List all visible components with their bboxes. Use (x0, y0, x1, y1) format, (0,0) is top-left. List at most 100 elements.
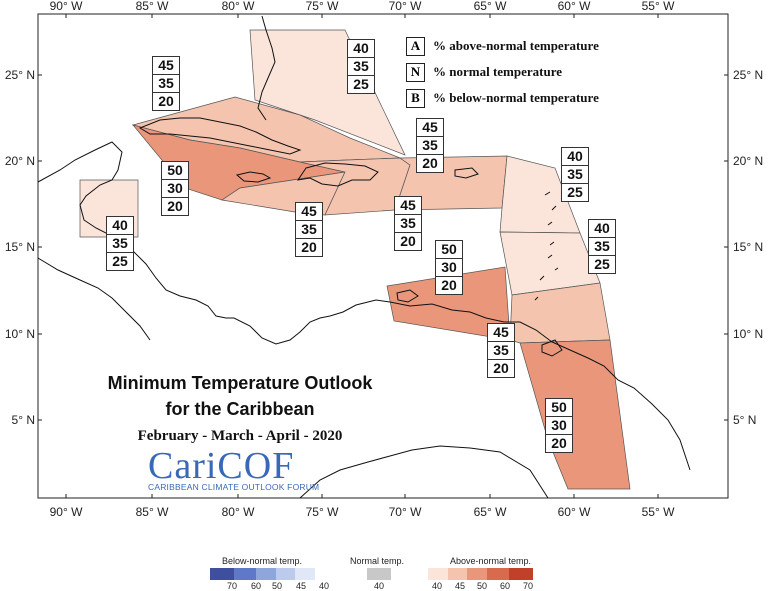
forecast-period: February - March - April - 2020 (137, 428, 343, 444)
prob-below: 25 (112, 253, 128, 269)
prob-above: 50 (162, 162, 188, 180)
lat-label: 20° N (733, 154, 763, 168)
colorbar-below-title: Below-normal temp. (222, 556, 303, 566)
colorbar-above-swatch-3 (467, 568, 487, 580)
prob-box-puerto-rico: 45 35 20 (416, 118, 444, 173)
colorbar-tick: 45 (454, 581, 466, 591)
prob-above: 40 (589, 220, 615, 238)
prob-below: 20 (493, 360, 509, 376)
prob-normal: 35 (296, 221, 322, 239)
map-title-line1: Minimum Temperature Outlook (107, 373, 373, 393)
prob-above: 45 (488, 324, 514, 342)
prob-normal: 35 (589, 238, 615, 256)
lon-label: 80° W (222, 0, 255, 13)
prob-above: 50 (436, 241, 462, 259)
lat-label: 25° N (733, 68, 763, 82)
lon-label: 90° W (50, 0, 83, 13)
prob-below: 20 (441, 277, 457, 293)
lon-label: 60° W (558, 505, 591, 519)
prob-box-bahamas: 40 35 25 (347, 39, 375, 94)
lon-label: 65° W (474, 0, 507, 13)
colorbar-tick: 40 (373, 581, 385, 591)
lon-label: 90° W (50, 505, 83, 519)
colorbar-normal-title: Normal temp. (350, 556, 405, 566)
prob-box-cuba: 45 35 20 (152, 56, 180, 111)
colorbar-above-swatch-5 (509, 568, 533, 580)
colorbar-above-title: Above-normal temp. (450, 556, 532, 566)
prob-below: 20 (301, 239, 317, 255)
lat-label: 10° N (733, 327, 763, 341)
colorbar-normal-swatch (367, 568, 391, 580)
prob-normal: 35 (488, 342, 514, 360)
lon-labels-top: 90° W 85° W 80° W 75° W 70° W 65° W 60° … (50, 0, 675, 13)
legend-text-normal: % normal temperature (433, 64, 563, 79)
prob-below: 20 (400, 233, 416, 249)
prob-box-leeward: 40 35 25 (561, 147, 589, 202)
lon-label: 55° W (642, 505, 675, 519)
lat-label: 20° N (5, 154, 35, 168)
prob-above: 40 (107, 217, 133, 235)
map-frame (37, 13, 729, 499)
prob-normal: 30 (546, 417, 572, 435)
prob-box-trinidad: 45 35 20 (487, 323, 515, 378)
lat-label: 10° N (5, 327, 35, 341)
colorbar-tick: 60 (250, 581, 262, 591)
zone-guianas (519, 339, 631, 490)
colorbar-tick: 45 (295, 581, 307, 591)
prob-normal: 35 (107, 235, 133, 253)
lon-label: 75° W (306, 0, 339, 13)
zone-bahamas (249, 29, 406, 156)
legend-key-above: A (406, 36, 425, 56)
lat-label: 5° N (733, 413, 756, 427)
prob-above: 45 (153, 57, 179, 75)
caricof-subtitle: CARIBBEAN CLIMATE OUTLOOK FORUM (148, 482, 320, 492)
legend-key-normal: N (406, 62, 425, 82)
prob-below: 25 (594, 256, 610, 272)
prob-normal: 30 (436, 259, 462, 277)
lon-label: 80° W (222, 505, 255, 519)
lat-labels-left: 25° N 20° N 15° N 10° N 5° N (5, 68, 35, 427)
prob-above: 40 (348, 40, 374, 58)
colorbar-tick: 50 (271, 581, 283, 591)
prob-above: 45 (296, 203, 322, 221)
lat-label: 15° N (5, 240, 35, 254)
lon-labels-bottom: 90° W 85° W 80° W 75° W 70° W 65° W 60° … (50, 505, 675, 519)
legend-below: B % below-normal temperature (406, 88, 599, 108)
axis-ticks (38, 14, 728, 498)
caricof-logo: CariCOF (148, 445, 295, 487)
colorbar-tick: 40 (318, 581, 330, 591)
prob-box-abc: 50 30 20 (435, 240, 463, 295)
prob-below: 25 (353, 76, 369, 92)
prob-below: 20 (167, 198, 183, 214)
colorbar-above-swatch-1 (428, 568, 448, 580)
colorbar-above-swatch-2 (448, 568, 467, 580)
lon-label: 85° W (136, 0, 169, 13)
colorbar-below-swatch-5 (295, 568, 315, 580)
prob-box-guianas: 50 30 20 (545, 398, 573, 453)
colorbar-below-swatch-3 (256, 568, 276, 580)
colorbar-tick: 70 (226, 581, 238, 591)
prob-below: 20 (422, 155, 438, 171)
lat-labels-right: 25° N 20° N 15° N 10° N 5° N (733, 68, 763, 427)
lon-label: 55° W (642, 0, 675, 13)
colorbar-above-swatch-4 (487, 568, 509, 580)
map-title-line2: for the Caribbean (165, 399, 315, 419)
lat-label: 5° N (12, 413, 35, 427)
prob-box-hispaniola-west: 45 35 20 (295, 202, 323, 257)
colorbar-tick: 60 (499, 581, 511, 591)
lon-label: 70° W (389, 0, 422, 13)
lat-label: 15° N (733, 240, 763, 254)
prob-normal: 35 (395, 215, 421, 233)
prob-below: 25 (567, 184, 583, 200)
lon-label: 70° W (389, 505, 422, 519)
prob-normal: 35 (348, 58, 374, 76)
prob-box-cayman-jamaica: 50 30 20 (161, 161, 189, 216)
legend-key-below: B (406, 88, 425, 108)
prob-normal: 35 (417, 137, 443, 155)
prob-above: 45 (395, 197, 421, 215)
prob-normal: 35 (562, 166, 588, 184)
colorbar-tick: 70 (522, 581, 534, 591)
prob-box-belize: 40 35 25 (106, 216, 134, 271)
colorbar-tick: 40 (431, 581, 443, 591)
colorbar-below-swatch-4 (276, 568, 295, 580)
